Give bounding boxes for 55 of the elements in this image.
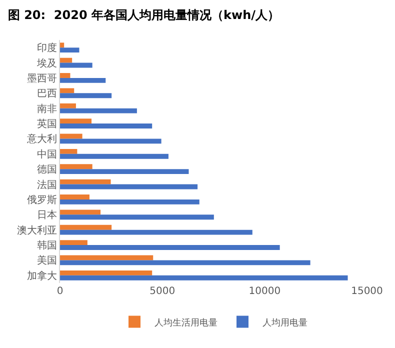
bar (60, 169, 189, 174)
legend-label: 人均用电量 (262, 317, 308, 328)
y-tick-label: 韩国 (37, 240, 57, 252)
bar (60, 103, 76, 108)
y-tick-label: 巴西 (37, 88, 57, 100)
bar (60, 179, 111, 184)
bar (60, 48, 80, 53)
bar (60, 93, 112, 98)
bar (60, 118, 92, 124)
bar (60, 260, 310, 266)
bar (60, 42, 64, 48)
bar (60, 210, 101, 215)
y-tick-label: 印度 (37, 42, 57, 54)
bar (60, 138, 162, 144)
y-tick-label: 法国 (37, 178, 57, 191)
x-tick-label: 0 (56, 286, 64, 297)
bar (60, 58, 72, 63)
y-tick-label: 南非 (37, 102, 57, 115)
bar (60, 255, 154, 260)
y-tick-label: 埃及 (36, 57, 57, 70)
y-tick-label: 日本 (37, 209, 57, 222)
y-tick-label: 德国 (37, 164, 57, 176)
bar (60, 148, 78, 154)
y-tick-label: 墨西哥 (27, 73, 57, 84)
y-tick-label: 中国 (37, 148, 57, 160)
y-tick-label: 加拿大 (27, 270, 57, 282)
bar (60, 230, 252, 235)
bar (60, 184, 198, 190)
x-tick-label: 15000 (351, 286, 383, 297)
bar (60, 275, 348, 280)
bar (60, 154, 168, 159)
bar (60, 194, 90, 200)
bar (60, 134, 82, 139)
bar (60, 62, 92, 68)
bar (60, 240, 88, 246)
bar (60, 199, 200, 204)
x-tick-label: 10000 (248, 286, 281, 297)
y-tick-label: 美国 (37, 254, 57, 267)
bar (60, 88, 74, 94)
bar (60, 78, 106, 83)
bar (60, 73, 70, 78)
bar (60, 245, 280, 250)
bar (60, 224, 112, 230)
bar (60, 164, 92, 170)
bar (60, 108, 137, 114)
x-tick-label: 5000 (150, 286, 176, 297)
bar (60, 214, 214, 220)
legend-label: 人均生活用电量 (154, 317, 218, 328)
y-tick-label: 俄罗斯 (27, 194, 57, 206)
y-tick-label: 英国 (37, 118, 57, 130)
bar (60, 124, 152, 128)
chart-title: 图 20: 2020 年各国人均用电量情况（kwh/人） (8, 8, 280, 22)
y-tick-label: 意大利 (26, 133, 57, 146)
y-tick-label: 澳大利亚 (17, 224, 57, 236)
bar (60, 270, 152, 276)
